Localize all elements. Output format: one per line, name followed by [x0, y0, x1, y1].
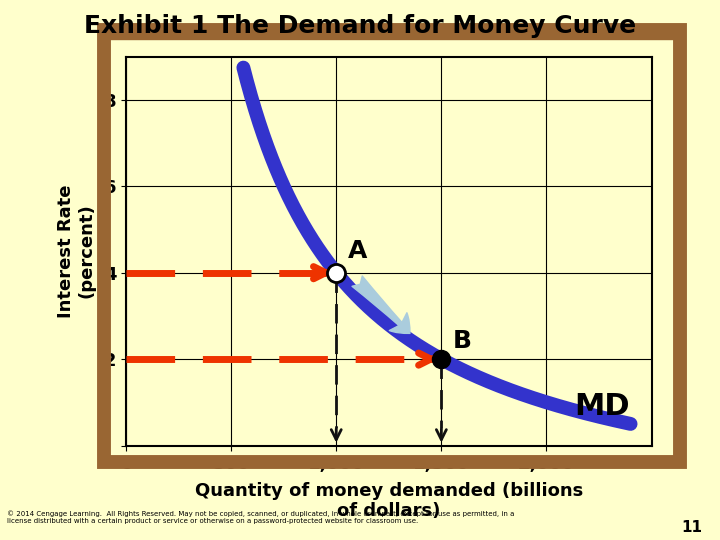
- Y-axis label: Interest Rate
(percent): Interest Rate (percent): [56, 184, 95, 318]
- Text: 11: 11: [681, 519, 702, 535]
- X-axis label: Quantity of money demanded (billions
of dollars): Quantity of money demanded (billions of …: [194, 482, 583, 521]
- Text: © 2014 Cengage Learning.  All Rights Reserved. May not be copied, scanned, or du: © 2014 Cengage Learning. All Rights Rese…: [7, 510, 515, 524]
- Text: MD: MD: [574, 392, 629, 421]
- Text: Exhibit 1 The Demand for Money Curve: Exhibit 1 The Demand for Money Curve: [84, 14, 636, 37]
- Text: A: A: [348, 239, 367, 262]
- Text: B: B: [453, 329, 472, 353]
